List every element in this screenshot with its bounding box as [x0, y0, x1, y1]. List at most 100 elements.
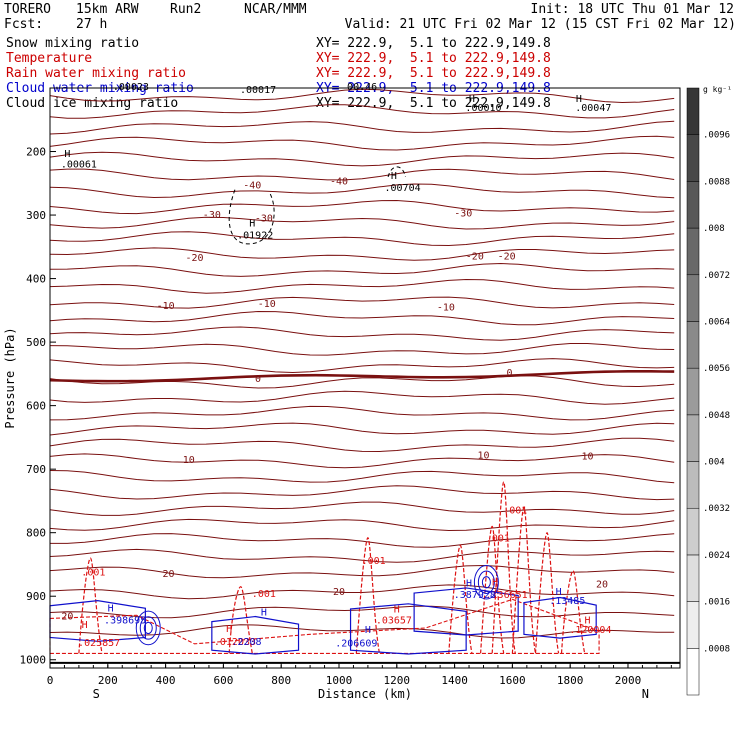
colorbar-level-label: .0032 — [703, 504, 730, 514]
ice-snow-contour-label: 00.46 — [347, 82, 377, 93]
cloud-water-contour-label: .2208 — [231, 637, 261, 648]
field-xy-snow: XY= 222.9, 5.1 to 222.9,149.8 — [316, 36, 551, 51]
x-tick-label: 600 — [213, 674, 233, 687]
org-label: NCAR/MMM — [244, 2, 307, 17]
temperature-isotherm — [49, 548, 675, 563]
x-axis-end-label: N — [642, 687, 649, 701]
colorbar-level-label: .004 — [703, 458, 725, 468]
cloud-water-contour-label: .387928 — [454, 590, 496, 601]
ice-snow-contour-label: .00061 — [61, 159, 97, 170]
colorbar-level-label: .0064 — [703, 317, 730, 327]
temperature-isotherm — [49, 343, 675, 356]
colorbar-swatch — [686, 648, 700, 696]
rain-contour-label: .001 — [486, 534, 510, 545]
plot-axes: 0 200 400 600 800 1000 1200 1400 1600 1800 2000200… — [3, 87, 681, 701]
temperature-contour-label: 0 — [255, 374, 261, 385]
field-xy-temperature: XY= 222.9, 5.1 to 222.9,149.8 — [316, 51, 551, 66]
ice-snow-contour-label: .00704 — [385, 183, 421, 194]
rain-contour-label: .012033 — [214, 637, 256, 648]
rain-contour — [511, 506, 537, 654]
temperature-contour-label: -10 — [437, 302, 455, 313]
cloud-water-high-marker: H — [466, 579, 472, 590]
colorbar-swatch — [686, 87, 700, 135]
temperature-isotherm — [49, 485, 675, 501]
y-tick-label: 400 — [26, 273, 46, 286]
cloud-water-core-contour — [143, 621, 153, 635]
temperature-contour-label: -20 — [466, 252, 484, 263]
temperature-contour-label: -10 — [258, 299, 276, 310]
temperature-contour-label: 20 — [596, 579, 608, 590]
temperature-contour-label: 10 — [581, 452, 593, 463]
temperature-isotherm — [49, 262, 675, 277]
field-xy-cloud-ice: XY= 222.9, 5.1 to 222.9,149.8 — [316, 96, 551, 111]
rain-contour — [534, 532, 560, 654]
colorbar-swatch — [686, 507, 700, 556]
y-tick-label: 300 — [26, 209, 46, 222]
cloud-water-contour-label: .13485 — [549, 596, 585, 607]
field-name-temperature: Temperature — [6, 51, 93, 66]
temperature-contour-label: -30 — [203, 210, 221, 221]
colorbar-level-label: .0024 — [703, 551, 730, 561]
temperature-isotherm — [49, 470, 675, 484]
x-tick-label: 1200 — [384, 674, 411, 687]
temperature-contour-label: -10 — [157, 301, 175, 312]
colorbar-level-label: .0016 — [703, 598, 730, 608]
colorbar-level-label: .0096 — [703, 131, 730, 141]
colorbar-level-label: .0048 — [703, 411, 730, 421]
temperature-isotherm — [49, 183, 675, 199]
temperature-contours — [49, 88, 675, 639]
temperature-isotherm — [49, 88, 675, 104]
colorbar-swatch — [686, 601, 700, 649]
field-name-rain: Rain water mixing ratio — [6, 66, 187, 81]
cloud-water-contour-label: .206609 — [335, 638, 377, 649]
temperature-contour-label: -20 — [185, 253, 203, 264]
freezing-level-line — [49, 370, 675, 383]
temperature-isotherm — [49, 296, 675, 309]
temperature-isotherm — [49, 584, 675, 600]
rain-contour-label: .025857 — [78, 638, 120, 649]
temperature-isotherm — [49, 151, 675, 167]
cloud-water-core-contour — [481, 576, 491, 589]
temperature-contour-label: 20 — [162, 569, 174, 580]
temperature-isotherm — [49, 605, 675, 619]
x-tick-label: 200 — [98, 674, 118, 687]
rain-contour-label: .03657 — [376, 616, 412, 627]
cloud-water-contours — [49, 564, 597, 655]
valid-time: Valid: 21 UTC Fri 02 Mar 12 (15 CST Fri … — [344, 17, 736, 32]
y-tick-label: 200 — [26, 146, 46, 159]
colorbar-swatch — [686, 367, 700, 416]
rain-contour-label: .001 — [252, 589, 276, 600]
cloud-water-core-contour — [477, 570, 495, 594]
cloud-water-high-marker: H — [261, 607, 267, 618]
cloud-water-high-marker: H — [365, 625, 371, 636]
temperature-contour-label: -40 — [243, 180, 261, 191]
temperature-contour-label: 10 — [183, 455, 195, 466]
colorbar-swatch — [686, 321, 700, 369]
y-tick-label: 600 — [26, 400, 46, 413]
temperature-isotherm — [49, 518, 675, 532]
temperature-isotherm — [49, 326, 675, 341]
temperature-isotherm — [49, 564, 675, 579]
rain-contour — [479, 525, 505, 654]
colorbar-level-label: .0056 — [703, 364, 730, 374]
ice-snow-high-marker: H — [391, 171, 397, 182]
temperature-isotherm — [50, 533, 675, 548]
ice-snow-contour-label: .00010 — [465, 103, 501, 114]
ice-snow-contour-label: .01922 — [237, 231, 273, 242]
rain-contour-label: .136651 — [486, 590, 528, 601]
y-tick-label: 900 — [26, 590, 46, 603]
temperature-contour-label: 20 — [333, 587, 345, 598]
colorbar-swatch — [686, 461, 700, 509]
temperature-contour-label: 10 — [477, 450, 489, 461]
cloud-water-contour — [349, 603, 467, 655]
x-tick-label: 2000 — [615, 674, 642, 687]
colorbar-swatch — [686, 181, 700, 229]
temperature-contour-label: -30 — [454, 208, 472, 219]
temperature-contour-label: -40 — [330, 177, 348, 188]
contour-labels: -40 -40 -30 -30 -30 -20 -20 -20 -10 -10 -10 0 0 10 10 1… — [61, 82, 612, 649]
temperature-isotherm — [49, 231, 675, 247]
y-tick-label: 800 — [26, 527, 46, 540]
init-time: Init: 18 UTC Thu 01 Mar 12 — [530, 2, 735, 17]
model-config: 15km ARW — [76, 2, 139, 17]
